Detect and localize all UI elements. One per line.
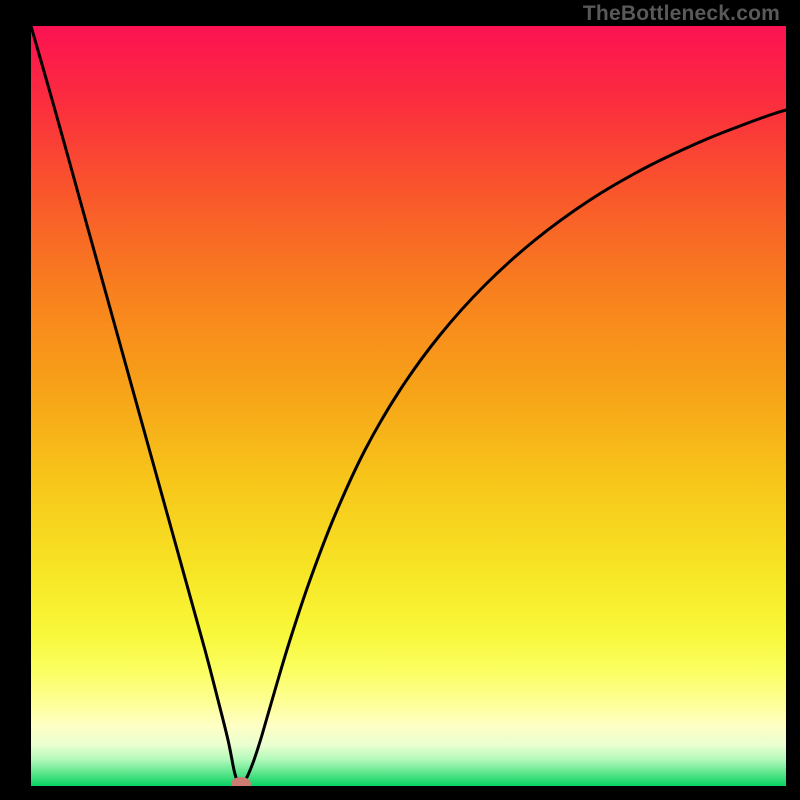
chart-container: TheBottleneck.com <box>0 0 800 800</box>
plot-svg <box>31 26 786 786</box>
plot-area <box>31 26 786 786</box>
watermark-text: TheBottleneck.com <box>583 2 780 26</box>
gradient-background <box>31 26 786 786</box>
